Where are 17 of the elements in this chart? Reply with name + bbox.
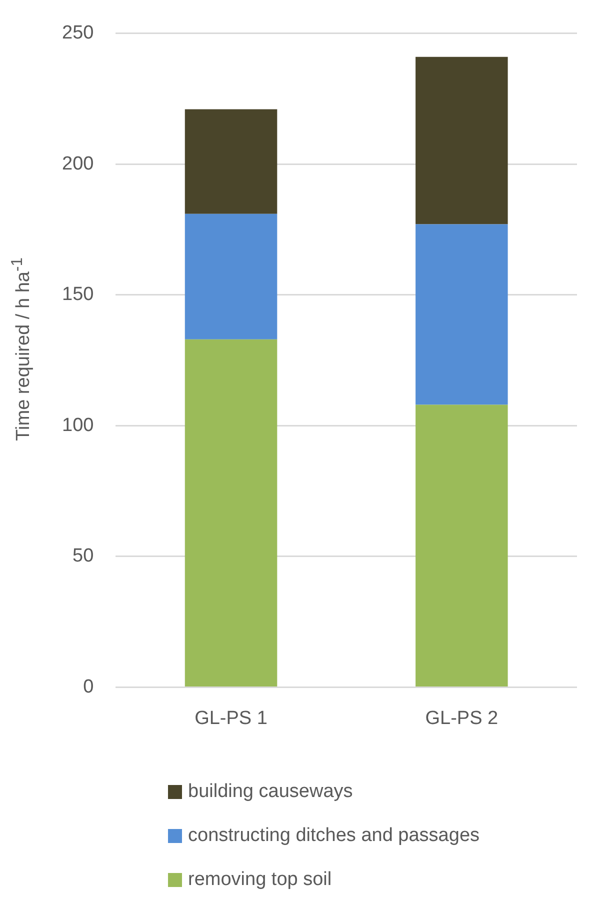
- y-tick-label: 200: [62, 153, 94, 174]
- legend-label: building causeways: [188, 781, 353, 803]
- bar: [184, 339, 278, 686]
- bar: [416, 56, 508, 224]
- y-tick-label: 100: [62, 414, 94, 436]
- y-tick-label: 0: [83, 676, 94, 698]
- bar: [184, 214, 278, 340]
- bar: [184, 109, 278, 214]
- legend-label: removing top soil: [188, 869, 332, 891]
- x-tick-label: GL-PS 2: [425, 708, 498, 729]
- x-tick-label: GL-PS 1: [194, 708, 268, 729]
- bar: [416, 224, 508, 405]
- legend-label: constructing ditches and passages: [188, 825, 480, 847]
- bar: [416, 404, 508, 686]
- y-tick-label: 150: [62, 284, 94, 306]
- y-tick-label: 50: [72, 546, 94, 567]
- y-tick-label: 250: [62, 22, 94, 44]
